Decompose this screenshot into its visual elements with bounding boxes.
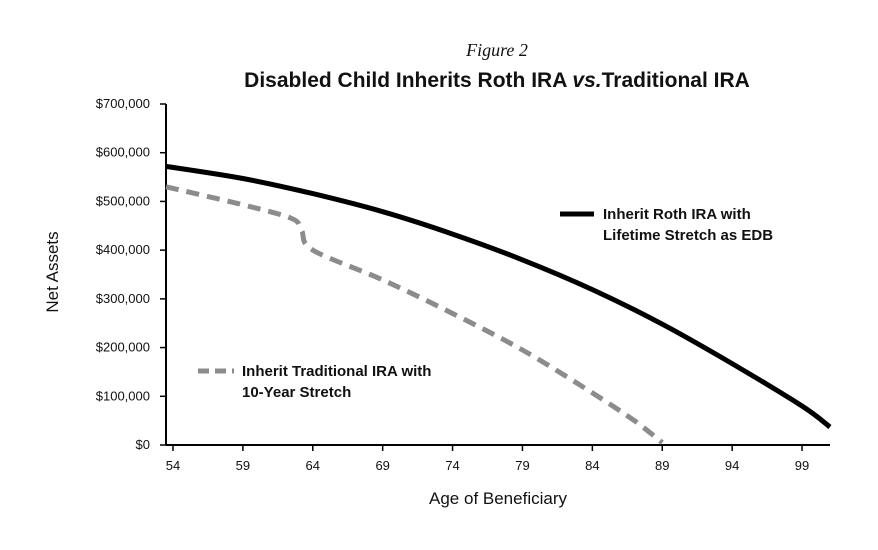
series-layer (165, 163, 832, 445)
y-tick-label: $300,000 (96, 291, 150, 306)
y-tick-label: $200,000 (96, 340, 150, 355)
series-traditional-line (165, 184, 664, 445)
legend-traditional: Inherit Traditional IRA with 10-Year Str… (198, 363, 431, 401)
y-tick-label: $600,000 (96, 145, 150, 160)
figure-label: Figure 2 (465, 40, 528, 60)
x-tick-label: 84 (585, 458, 599, 473)
y-ticks: $0 $100,000 $200,000 $300,000 $400,000 $500,0… (96, 96, 166, 452)
x-tick-label: 89 (655, 458, 669, 473)
legend-traditional-label-line2: 10-Year Stretch (242, 384, 351, 401)
chart-title-part2: vs. (572, 69, 601, 92)
y-tick-label: $100,000 (96, 388, 150, 403)
x-axis-title: Age of Beneficiary (429, 489, 567, 508)
x-tick-label: 94 (725, 458, 739, 473)
x-tick-label: 54 (166, 458, 180, 473)
x-tick-label: 74 (445, 458, 459, 473)
series-roth-line (165, 163, 832, 430)
y-tick-label: $500,000 (96, 193, 150, 208)
legend-roth: Inherit Roth IRA with Lifetime Stretch a… (560, 206, 773, 244)
y-tick-label: $700,000 (96, 96, 150, 111)
x-tick-label: 69 (375, 458, 389, 473)
x-tick-label: 59 (236, 458, 250, 473)
legend-roth-label-line2: Lifetime Stretch as EDB (603, 227, 773, 244)
chart-title-part3: Traditional IRA (602, 69, 750, 92)
x-tick-label: 99 (795, 458, 809, 473)
y-tick-label: $0 (136, 437, 150, 452)
y-axis-title: Net Assets (43, 231, 62, 312)
x-tick-label: 64 (306, 458, 320, 473)
legend-roth-label-line1: Inherit Roth IRA with (603, 206, 751, 223)
axes (165, 104, 830, 446)
y-tick-label: $400,000 (96, 242, 150, 257)
legend-traditional-label-line1: Inherit Traditional IRA with (242, 363, 431, 380)
chart-title-part1: Disabled Child Inherits Roth IRA (244, 69, 572, 92)
chart-title: Disabled Child Inherits Roth IRA vs.Trad… (244, 69, 750, 92)
x-tick-label: 79 (515, 458, 529, 473)
x-ticks: 54 59 64 69 74 79 84 89 94 99 (166, 445, 809, 473)
